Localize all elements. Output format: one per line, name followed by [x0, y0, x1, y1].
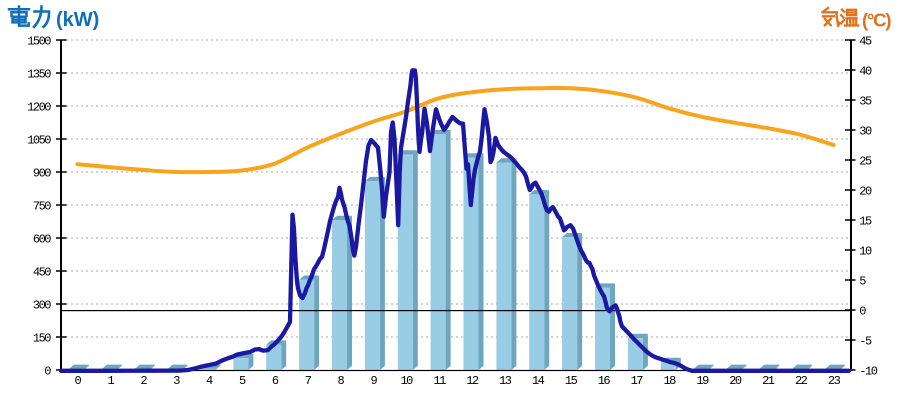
svg-text:1350: 1350 — [27, 68, 51, 82]
svg-text:8: 8 — [338, 374, 345, 388]
svg-text:1: 1 — [107, 374, 114, 388]
svg-text:22: 22 — [795, 374, 808, 388]
svg-text:2: 2 — [140, 374, 147, 388]
svg-text:9: 9 — [370, 374, 377, 388]
svg-text:5: 5 — [859, 275, 866, 289]
svg-text:17: 17 — [631, 374, 644, 388]
svg-text:(°C): (°C) — [862, 10, 891, 31]
svg-text:1500: 1500 — [27, 35, 51, 49]
svg-text:35: 35 — [859, 95, 872, 109]
svg-text:21: 21 — [762, 374, 775, 388]
svg-text:0: 0 — [75, 374, 82, 388]
svg-text:750: 750 — [33, 200, 51, 214]
svg-text:1050: 1050 — [27, 134, 51, 148]
svg-text:450: 450 — [33, 266, 51, 280]
svg-text:0: 0 — [44, 365, 51, 379]
svg-text:12: 12 — [466, 374, 479, 388]
svg-text:16: 16 — [598, 374, 611, 388]
svg-text:20: 20 — [729, 374, 742, 388]
svg-text:-5: -5 — [859, 335, 872, 349]
svg-text:600: 600 — [33, 233, 51, 247]
svg-text:300: 300 — [33, 299, 51, 313]
svg-text:45: 45 — [859, 35, 872, 49]
svg-text:900: 900 — [33, 167, 51, 181]
svg-text:23: 23 — [828, 374, 841, 388]
svg-text:4: 4 — [206, 374, 213, 388]
svg-text:7: 7 — [305, 374, 312, 388]
svg-text:13: 13 — [499, 374, 512, 388]
svg-text:150: 150 — [33, 332, 51, 346]
svg-text:0: 0 — [859, 305, 866, 319]
svg-text:25: 25 — [859, 155, 872, 169]
svg-text:1200: 1200 — [27, 101, 51, 115]
svg-text:5: 5 — [239, 374, 246, 388]
svg-text:20: 20 — [859, 185, 872, 199]
svg-text:-10: -10 — [859, 365, 877, 379]
svg-text:30: 30 — [859, 125, 872, 139]
svg-text:11: 11 — [433, 374, 446, 388]
svg-text:18: 18 — [663, 374, 676, 388]
svg-text:19: 19 — [696, 374, 709, 388]
svg-text:14: 14 — [532, 374, 545, 388]
svg-text:40: 40 — [859, 65, 872, 79]
svg-text:15: 15 — [859, 215, 872, 229]
svg-text:3: 3 — [173, 374, 180, 388]
svg-text:10: 10 — [859, 245, 872, 259]
svg-text:(kW): (kW) — [56, 9, 99, 31]
svg-text:10: 10 — [400, 374, 413, 388]
svg-text:15: 15 — [565, 374, 578, 388]
svg-text:6: 6 — [272, 374, 279, 388]
